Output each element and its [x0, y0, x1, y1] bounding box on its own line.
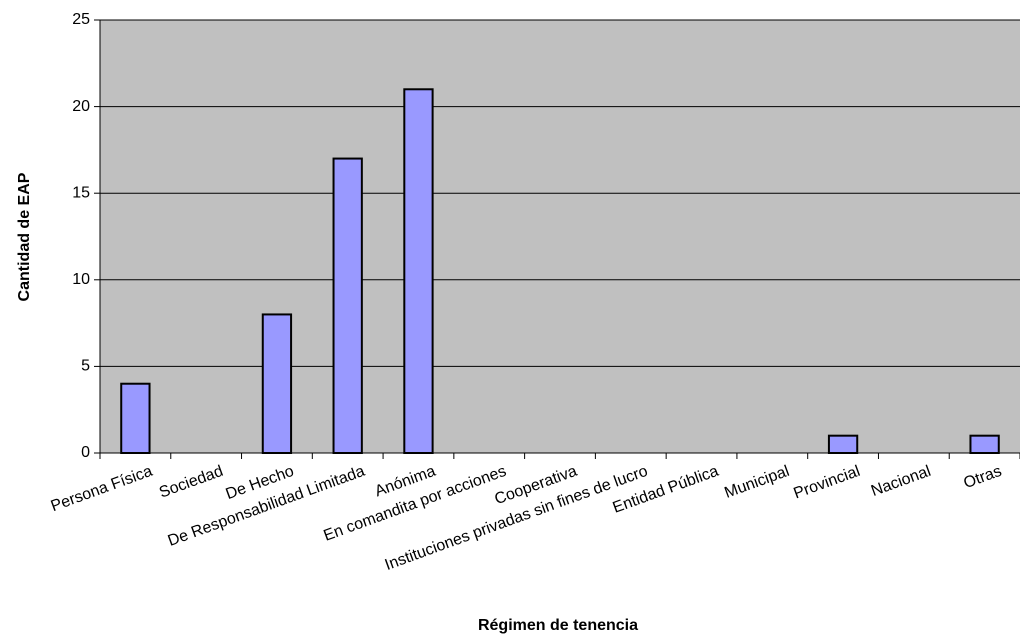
x-tick-label: Nacional	[869, 463, 933, 500]
y-axis-title: Cantidad de EAP	[16, 172, 33, 301]
bar	[827, 434, 859, 454]
x-tick-label: Sociedad	[157, 463, 226, 502]
gridlines	[100, 19, 1020, 367]
y-tick-label: 20	[72, 98, 90, 115]
y-tick-label: 15	[72, 184, 90, 201]
y-tick-label: 0	[81, 444, 90, 461]
bar	[332, 157, 363, 454]
bar	[403, 88, 434, 454]
x-tick-label: Otras	[961, 463, 1004, 492]
x-tick-label: Municipal	[722, 463, 791, 502]
y-tick-label: 10	[72, 271, 90, 288]
x-tick-label: Persona Física	[49, 463, 155, 516]
bars	[120, 88, 1000, 454]
bar	[120, 382, 151, 454]
bar	[261, 313, 293, 454]
y-tick-label: 5	[81, 358, 90, 375]
y-ticks: 0 5 10 15 20 25	[72, 11, 100, 461]
x-tick-label: Provincial	[791, 463, 862, 503]
bar	[969, 434, 1000, 454]
y-tick-label: 25	[72, 11, 90, 28]
x-axis-title: Régimen de tenencia	[478, 617, 638, 634]
plot-area	[100, 20, 1020, 453]
